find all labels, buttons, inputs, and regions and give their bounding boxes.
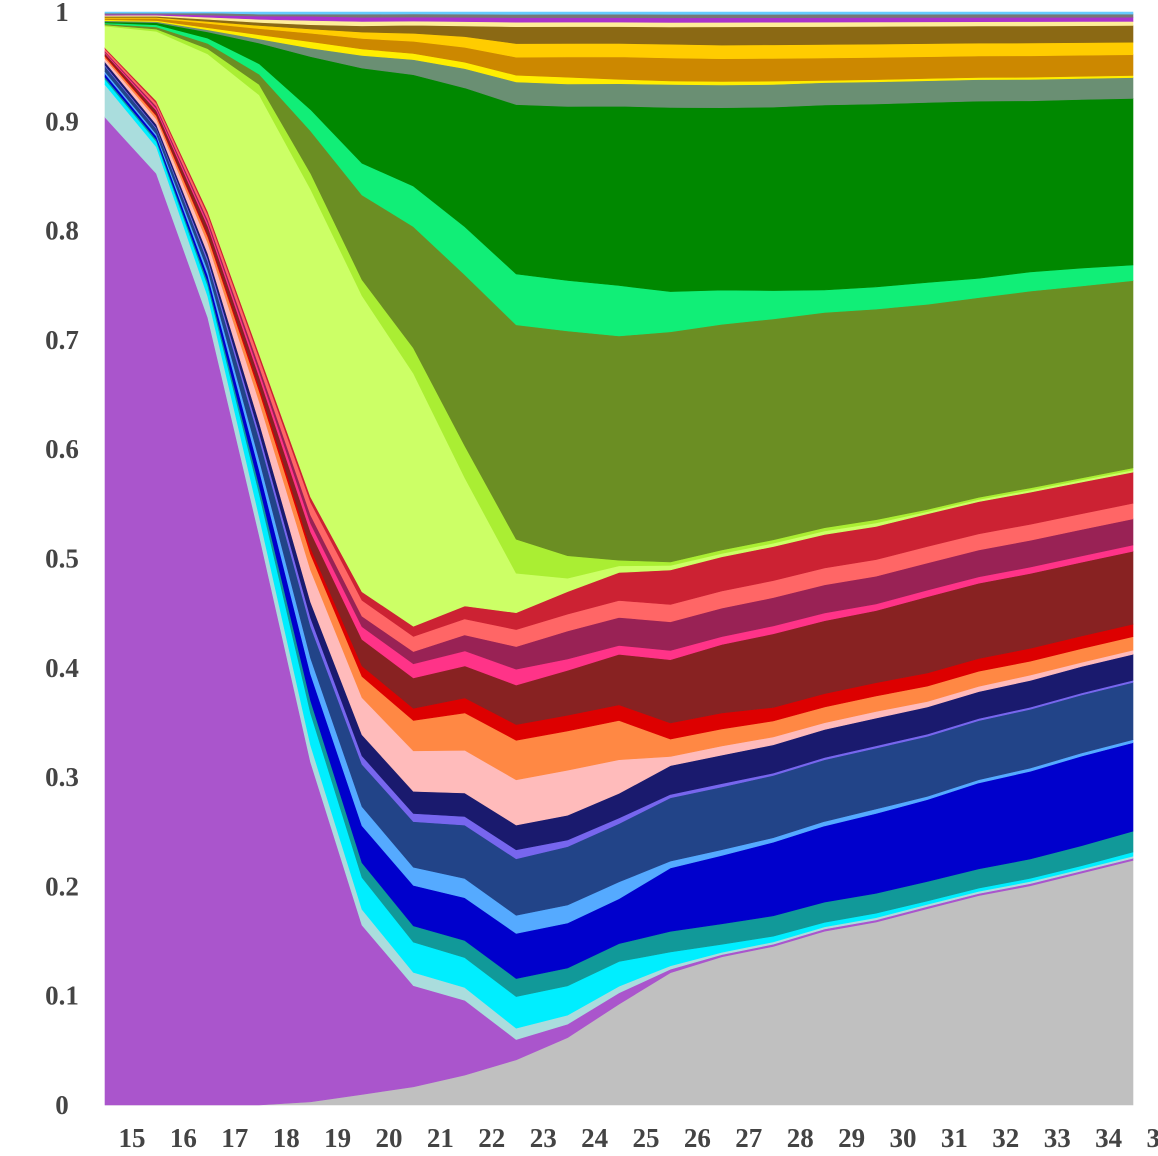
- x-tick-label: 35: [1147, 1123, 1158, 1153]
- y-tick-label: 0.9: [45, 106, 79, 136]
- y-tick-label: 0.5: [45, 544, 79, 574]
- x-tick-label: 22: [478, 1123, 505, 1153]
- y-tick-label: 0.8: [45, 216, 79, 246]
- x-tick-label: 28: [787, 1123, 814, 1153]
- x-tick-label: 16: [170, 1123, 197, 1153]
- y-axis-ticks: 0 0.1 0.2 0.3 0.4 0.5 0.6 0.7 0.8 0.9 1: [45, 0, 79, 1120]
- x-tick-label: 33: [1044, 1123, 1071, 1153]
- x-tick-label: 34: [1095, 1123, 1122, 1153]
- x-tick-label: 17: [221, 1123, 248, 1153]
- y-tick-label: 0.6: [45, 434, 79, 464]
- area-series-32: [104, 11, 1134, 15]
- y-tick-label: 1: [55, 0, 69, 27]
- y-tick-label: 0: [55, 1090, 69, 1120]
- x-tick-label: 24: [581, 1123, 608, 1153]
- x-tick-label: 32: [992, 1123, 1019, 1153]
- x-tick-label: 23: [530, 1123, 557, 1153]
- x-tick-label: 31: [941, 1123, 968, 1153]
- y-tick-label: 0.3: [45, 762, 79, 792]
- x-tick-label: 26: [684, 1123, 711, 1153]
- y-tick-label: 0.1: [45, 981, 79, 1011]
- x-tick-label: 29: [838, 1123, 865, 1153]
- y-tick-label: 0.7: [45, 325, 79, 355]
- x-tick-label: 20: [376, 1123, 403, 1153]
- x-tick-label: 27: [735, 1123, 762, 1153]
- y-tick-label: 0.2: [45, 871, 79, 901]
- area-layers: [104, 11, 1134, 1106]
- x-tick-label: 18: [273, 1123, 300, 1153]
- x-tick-label: 15: [119, 1123, 146, 1153]
- x-tick-label: 30: [890, 1123, 917, 1153]
- x-axis-ticks: 15 16 17 18 19 20 21 22 23 24 25 26 27 28 29 30 31 32 33 34…: [119, 1123, 1158, 1153]
- y-tick-label: 0.4: [45, 653, 79, 683]
- x-tick-label: 19: [324, 1123, 351, 1153]
- x-tick-label: 25: [633, 1123, 660, 1153]
- x-tick-label: 21: [427, 1123, 454, 1153]
